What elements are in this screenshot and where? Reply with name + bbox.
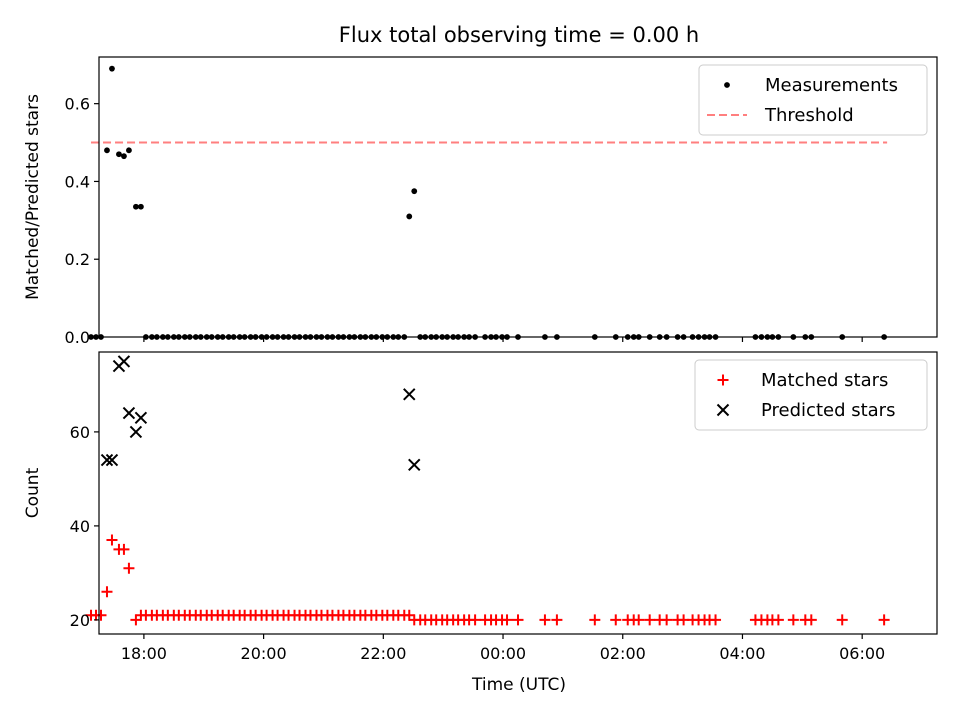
- x-tick-label: 02:00: [600, 644, 646, 663]
- data-point: [878, 614, 890, 626]
- x-tick-label: 00:00: [480, 644, 526, 663]
- plot-frame: [98, 351, 938, 635]
- data-point: [411, 188, 418, 195]
- data-point: [551, 614, 563, 626]
- data-point: [116, 151, 122, 158]
- data-point: [408, 458, 421, 472]
- data-point: [469, 614, 481, 626]
- data-point: [123, 562, 135, 574]
- data-point: [805, 614, 817, 626]
- bottom-panel: 20 40 60 18:00 20:00 22:00 00:00 02:00 04:00 06:0…: [23, 351, 938, 663]
- data-point: [661, 614, 673, 626]
- chart-title: Flux total observing time = 0.00 h: [339, 23, 699, 47]
- y-tick-label: 0.4: [65, 172, 90, 191]
- data-point: [126, 147, 132, 154]
- legend-marker: [717, 374, 729, 386]
- data-point: [138, 203, 144, 210]
- data-point: [121, 153, 127, 160]
- legend-label: Threshold: [764, 105, 854, 126]
- data-point: [95, 609, 107, 621]
- data-point: [118, 543, 130, 555]
- data-point: [610, 614, 622, 626]
- legend-marker: [724, 82, 730, 88]
- data-point: [133, 203, 139, 210]
- y-axis-title: Count: [23, 467, 43, 518]
- data-point: [501, 614, 513, 626]
- data-point: [130, 614, 142, 626]
- x-axis-title: Time (UTC): [471, 675, 566, 695]
- data-point: [122, 406, 136, 420]
- data-point: [117, 355, 131, 368]
- y-tick-label: 20: [70, 611, 90, 630]
- data-point: [100, 453, 114, 467]
- data-point: [88, 334, 94, 340]
- x-tick-label: 06:00: [839, 644, 885, 663]
- legend-box: [694, 359, 928, 431]
- y-axis-title: Matched/Predicted stars: [23, 94, 43, 300]
- data-point: [589, 614, 601, 626]
- top-panel: 0.0 0.2 0.4 0.6 Matched/Predicted stars Measu…: [23, 56, 938, 347]
- y-tick-label: 0.6: [65, 95, 90, 114]
- series-predicted-stars: [100, 355, 421, 472]
- data-point: [104, 147, 110, 154]
- x-tick-label: 04:00: [719, 644, 765, 663]
- data-point: [836, 614, 848, 626]
- data-point: [106, 534, 118, 546]
- data-point: [539, 614, 551, 626]
- y-tick-label: 40: [70, 517, 90, 536]
- data-point: [109, 65, 115, 72]
- data-point: [787, 614, 799, 626]
- data-point: [772, 614, 784, 626]
- legend: Matched stars Predicted stars: [694, 359, 928, 431]
- data-point: [512, 614, 524, 626]
- data-point: [403, 388, 416, 401]
- legend-label: Matched stars: [761, 370, 888, 391]
- data-point: [403, 609, 415, 621]
- data-point: [129, 425, 143, 439]
- legend-label: Measurements: [765, 75, 898, 96]
- data-point: [406, 213, 413, 220]
- y-tick-label: 0.0: [65, 328, 90, 347]
- y-tick-label: 0.2: [65, 250, 90, 269]
- x-tick-label: 22:00: [360, 644, 406, 663]
- data-point: [644, 614, 656, 626]
- legend-label: Predicted stars: [761, 400, 895, 421]
- data-point: [134, 411, 148, 425]
- data-point: [105, 453, 119, 467]
- legend-box: [698, 64, 928, 136]
- data-point: [101, 586, 113, 598]
- y-tick-label: 60: [70, 423, 90, 442]
- data-point: [710, 614, 722, 626]
- plot-frame: [98, 56, 938, 338]
- x-tick-label: 18:00: [121, 644, 167, 663]
- x-tick-label: 20:00: [241, 644, 287, 663]
- legend-marker: [716, 403, 730, 417]
- data-point: [633, 614, 645, 626]
- series-matched-stars: [85, 534, 890, 626]
- legend: Measurements Threshold: [698, 64, 928, 136]
